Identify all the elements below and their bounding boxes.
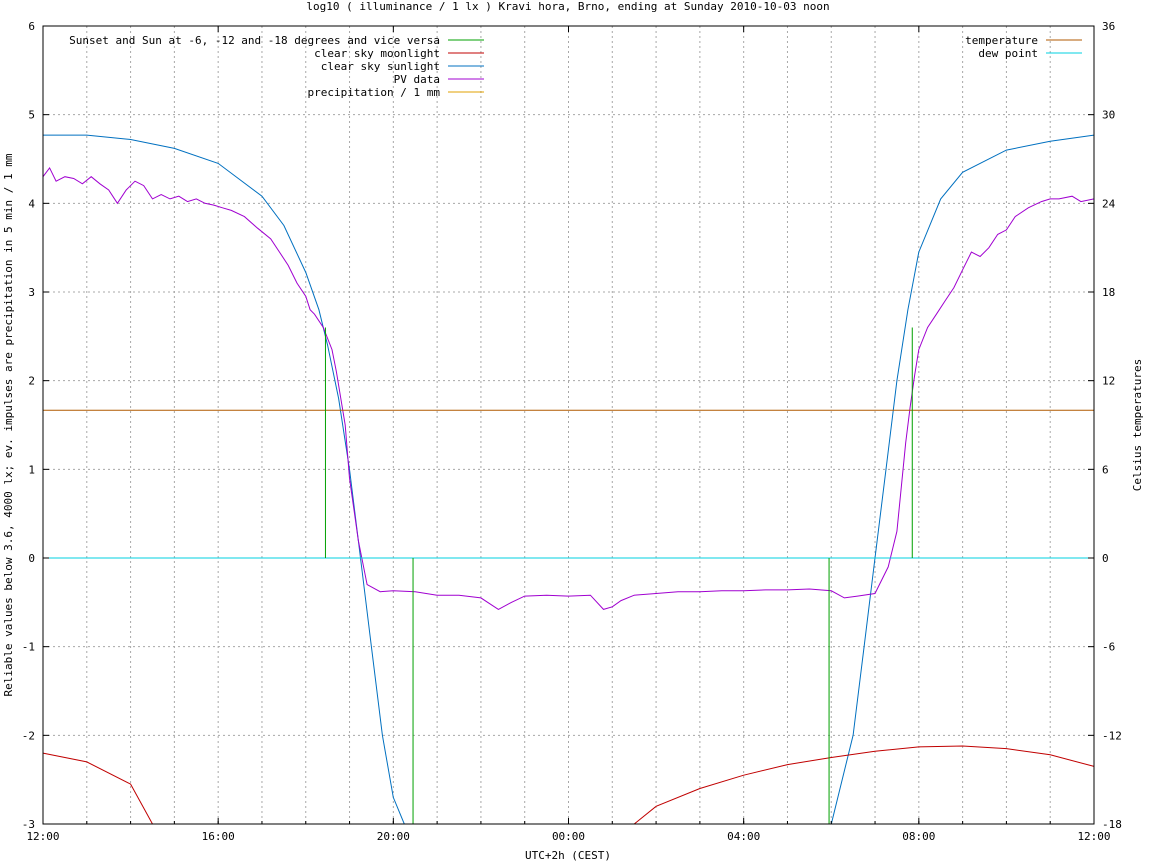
series-lines [42,134,1095,825]
y-tick-label: 3 [28,286,35,299]
chart-title: log10 ( illuminance / 1 lx ) Kravi hora,… [306,0,829,13]
y-tick-label: 2 [28,375,35,388]
x-tick-label: 04:00 [727,830,760,843]
y-tick-label: 5 [28,109,35,122]
legend-label: clear sky moonlight [314,47,440,60]
x-tick-label: 16:00 [202,830,235,843]
y2-tick-label: 18 [1102,286,1115,299]
series-line-clear-sky-moonlight [42,745,1095,825]
legend-label: clear sky sunlight [321,60,440,73]
y2-tick-label: 12 [1102,375,1115,388]
x-axis-label: UTC+2h (CEST) [525,849,611,862]
y-tick-label: 0 [28,552,35,565]
y-tick-label: -1 [22,641,35,654]
legend-label: Sunset and Sun at -6, -12 and -18 degree… [69,34,440,47]
x-tick-label: 20:00 [377,830,410,843]
legend-label: precipitation / 1 mm [308,86,441,99]
x-tick-label: 12:00 [26,830,59,843]
y-tick-label: -2 [22,729,35,742]
y2-axis-label: Celsius temperatures [1131,359,1144,491]
y2-tick-label: -6 [1102,641,1115,654]
legend-label: dew point [978,47,1038,60]
y2-tick-label: -18 [1102,818,1122,831]
x-tick-label: 12:00 [1077,830,1110,843]
plot-frame [42,25,1095,825]
y-tick-label: 6 [28,20,35,33]
y2-tick-label: 30 [1102,109,1115,122]
legend-label: temperature [965,34,1038,47]
series-line-clear-sky-sunlight [43,134,1095,825]
y-tick-label: 1 [28,463,35,476]
x-tick-label: 00:00 [552,830,585,843]
y2-tick-label: 36 [1102,20,1115,33]
legend-label: PV data [394,73,440,86]
y-tick-label: 4 [28,197,35,210]
series-line-pv-data [42,166,1095,610]
grid [43,26,1094,824]
x-tick-label: 08:00 [902,830,935,843]
legend: Sunset and Sun at -6, -12 and -18 degree… [69,34,1082,99]
y2-tick-label: -12 [1102,729,1122,742]
y2-tick-label: 0 [1102,552,1109,565]
y2-tick-label: 6 [1102,463,1109,476]
y-axis-label: Reliable values below 3.6, 4000 lx; ev. … [2,153,15,696]
y-tick-label: -3 [22,818,35,831]
y2-tick-label: 24 [1102,197,1116,210]
